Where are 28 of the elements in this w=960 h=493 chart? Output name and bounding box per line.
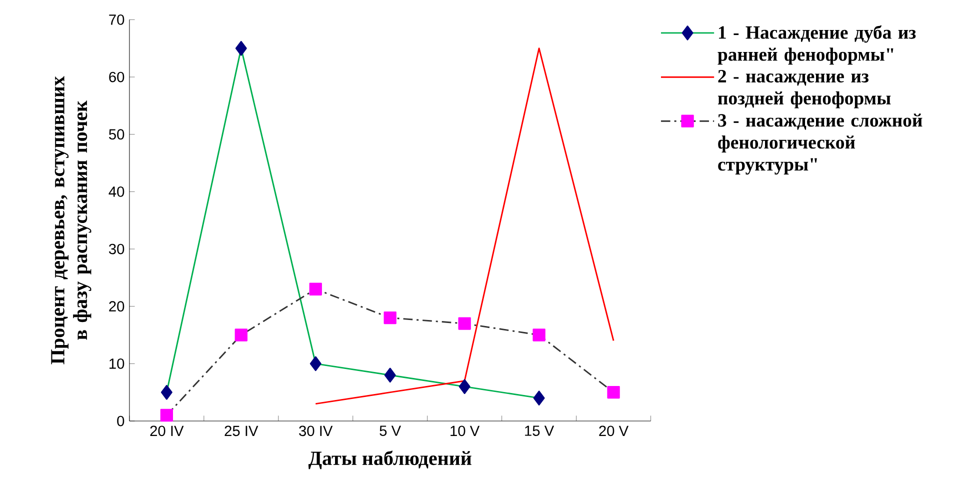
y-tick-label: 50 <box>108 129 124 140</box>
legend-label: 2 - насаждение из поздней феноформы <box>718 70 891 108</box>
y-axis-title: Процент деревьев, вступивших в фазу распускания почек <box>51 76 92 364</box>
x-tick-label: 10 V <box>450 426 480 436</box>
x-tick-label: 20 IV <box>150 426 184 436</box>
y-tick-label: 60 <box>109 72 124 82</box>
x-tick-label: 25 IV <box>224 426 258 436</box>
y-tick-label: 40 <box>108 186 124 197</box>
point <box>309 282 322 296</box>
x-axis-title: Даты наблюдений <box>308 450 472 470</box>
y-tick-label: 0 <box>117 416 124 426</box>
point <box>607 386 620 399</box>
x-tick-label: 30 IV <box>299 426 333 436</box>
y-tick-label: 70 <box>109 14 124 25</box>
point <box>384 311 396 324</box>
point <box>532 328 546 342</box>
legend-label: 1 - Насаждение дуба из ранней феноформы" <box>718 25 916 65</box>
point <box>234 328 248 342</box>
x-tick-label: 15 V <box>525 426 554 436</box>
legend-label: 3 - насаждение сложной фенологической структуры" <box>718 114 922 175</box>
y-tick-label: 20 <box>109 301 124 312</box>
x-tick-label: 5 V <box>380 426 402 436</box>
y-tick-label: 30 <box>108 244 124 254</box>
y-tick-label: 10 <box>110 358 124 369</box>
point <box>458 317 471 330</box>
line-series <box>314 48 614 405</box>
point <box>160 408 174 422</box>
x-tick-label: 20 V <box>599 426 629 436</box>
